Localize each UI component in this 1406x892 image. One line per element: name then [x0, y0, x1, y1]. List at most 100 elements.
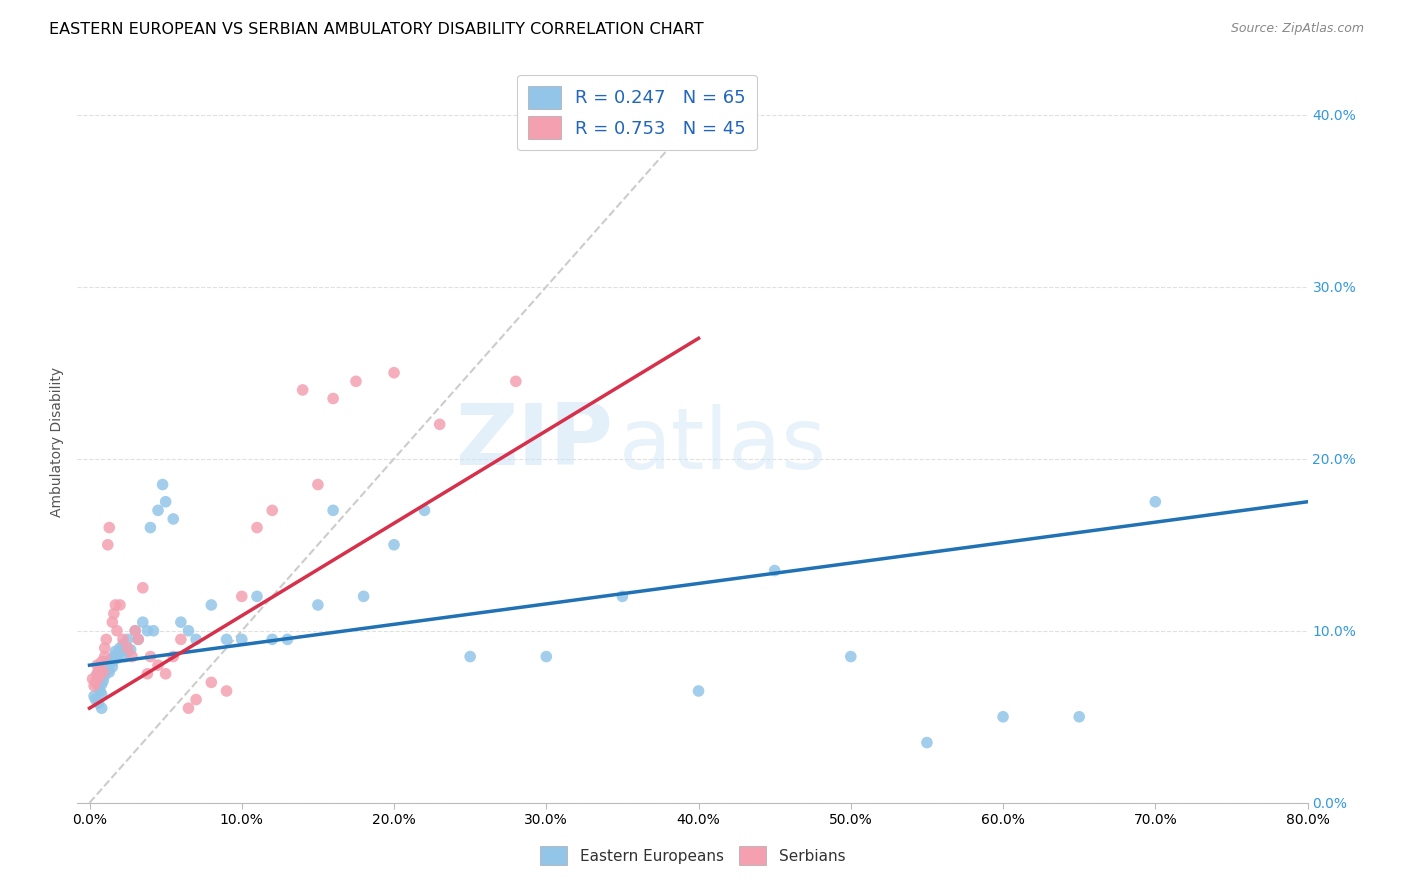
Point — [90, 655, 112, 669]
Point — [142, 624, 165, 638]
Point — [322, 392, 344, 406]
Point — [307, 598, 329, 612]
Point — [246, 590, 269, 604]
Y-axis label: Ambulatory Disability: Ambulatory Disability — [51, 367, 65, 516]
Point — [612, 590, 634, 604]
Point — [132, 615, 155, 630]
Point — [104, 598, 127, 612]
Point — [344, 375, 367, 389]
Text: atlas: atlas — [619, 404, 827, 487]
Point — [152, 477, 174, 491]
Point — [104, 644, 127, 658]
Point — [91, 665, 114, 679]
Point — [170, 632, 193, 647]
Point — [262, 503, 284, 517]
Point — [91, 662, 114, 676]
Point — [98, 520, 121, 534]
Point — [215, 684, 238, 698]
Point — [155, 494, 177, 508]
Point — [1069, 710, 1091, 724]
Point — [82, 672, 104, 686]
Point — [93, 655, 115, 669]
Legend: Eastern Europeans, Serbians: Eastern Europeans, Serbians — [530, 837, 855, 875]
Point — [89, 672, 111, 686]
Point — [146, 503, 169, 517]
Point — [231, 590, 253, 604]
Point — [90, 701, 112, 715]
Point — [105, 651, 128, 665]
Point — [86, 658, 108, 673]
Point — [763, 564, 786, 578]
Point — [96, 658, 118, 673]
Point — [536, 649, 558, 664]
Point — [89, 684, 111, 698]
Point — [93, 649, 115, 664]
Point — [132, 581, 155, 595]
Point — [382, 538, 405, 552]
Point — [177, 701, 200, 715]
Point — [83, 679, 105, 693]
Point — [84, 675, 107, 690]
Point — [108, 640, 131, 655]
Point — [322, 503, 344, 517]
Point — [200, 675, 222, 690]
Point — [1144, 494, 1167, 508]
Point — [184, 632, 207, 647]
Point — [200, 598, 222, 612]
Point — [915, 735, 938, 749]
Point — [413, 503, 436, 517]
Point — [86, 666, 108, 681]
Point — [93, 640, 115, 655]
Text: Source: ZipAtlas.com: Source: ZipAtlas.com — [1230, 22, 1364, 36]
Point — [353, 590, 375, 604]
Point — [215, 632, 238, 647]
Point — [96, 632, 118, 647]
Point — [276, 632, 298, 647]
Point — [162, 512, 184, 526]
Point — [307, 477, 329, 491]
Point — [184, 692, 207, 706]
Point — [101, 660, 124, 674]
Point — [136, 666, 159, 681]
Point — [117, 640, 139, 655]
Point — [86, 666, 108, 681]
Point — [839, 649, 862, 664]
Point — [136, 624, 159, 638]
Point — [170, 615, 193, 630]
Point — [127, 632, 149, 647]
Point — [87, 670, 110, 684]
Point — [114, 649, 136, 664]
Point — [120, 642, 142, 657]
Point — [246, 520, 269, 534]
Point — [100, 653, 122, 667]
Point — [103, 607, 125, 621]
Point — [117, 632, 139, 647]
Point — [155, 666, 177, 681]
Point — [84, 692, 107, 706]
Point — [105, 624, 128, 638]
Point — [108, 598, 131, 612]
Text: ZIP: ZIP — [454, 400, 613, 483]
Point — [90, 677, 112, 691]
Point — [991, 710, 1014, 724]
Text: EASTERN EUROPEAN VS SERBIAN AMBULATORY DISABILITY CORRELATION CHART: EASTERN EUROPEAN VS SERBIAN AMBULATORY D… — [49, 22, 704, 37]
Point — [87, 696, 110, 710]
Point — [291, 383, 314, 397]
Point — [111, 632, 134, 647]
Point — [162, 649, 184, 664]
Point — [382, 366, 405, 380]
Point — [107, 646, 129, 660]
Point — [124, 624, 146, 638]
Point — [231, 632, 253, 647]
Point — [117, 644, 139, 658]
Point — [458, 649, 481, 664]
Point — [87, 679, 110, 693]
Point — [111, 638, 134, 652]
Point — [103, 649, 125, 664]
Point — [429, 417, 451, 432]
Point — [177, 624, 200, 638]
Point — [146, 658, 169, 673]
Point — [97, 538, 120, 552]
Point — [90, 687, 112, 701]
Point — [139, 649, 162, 664]
